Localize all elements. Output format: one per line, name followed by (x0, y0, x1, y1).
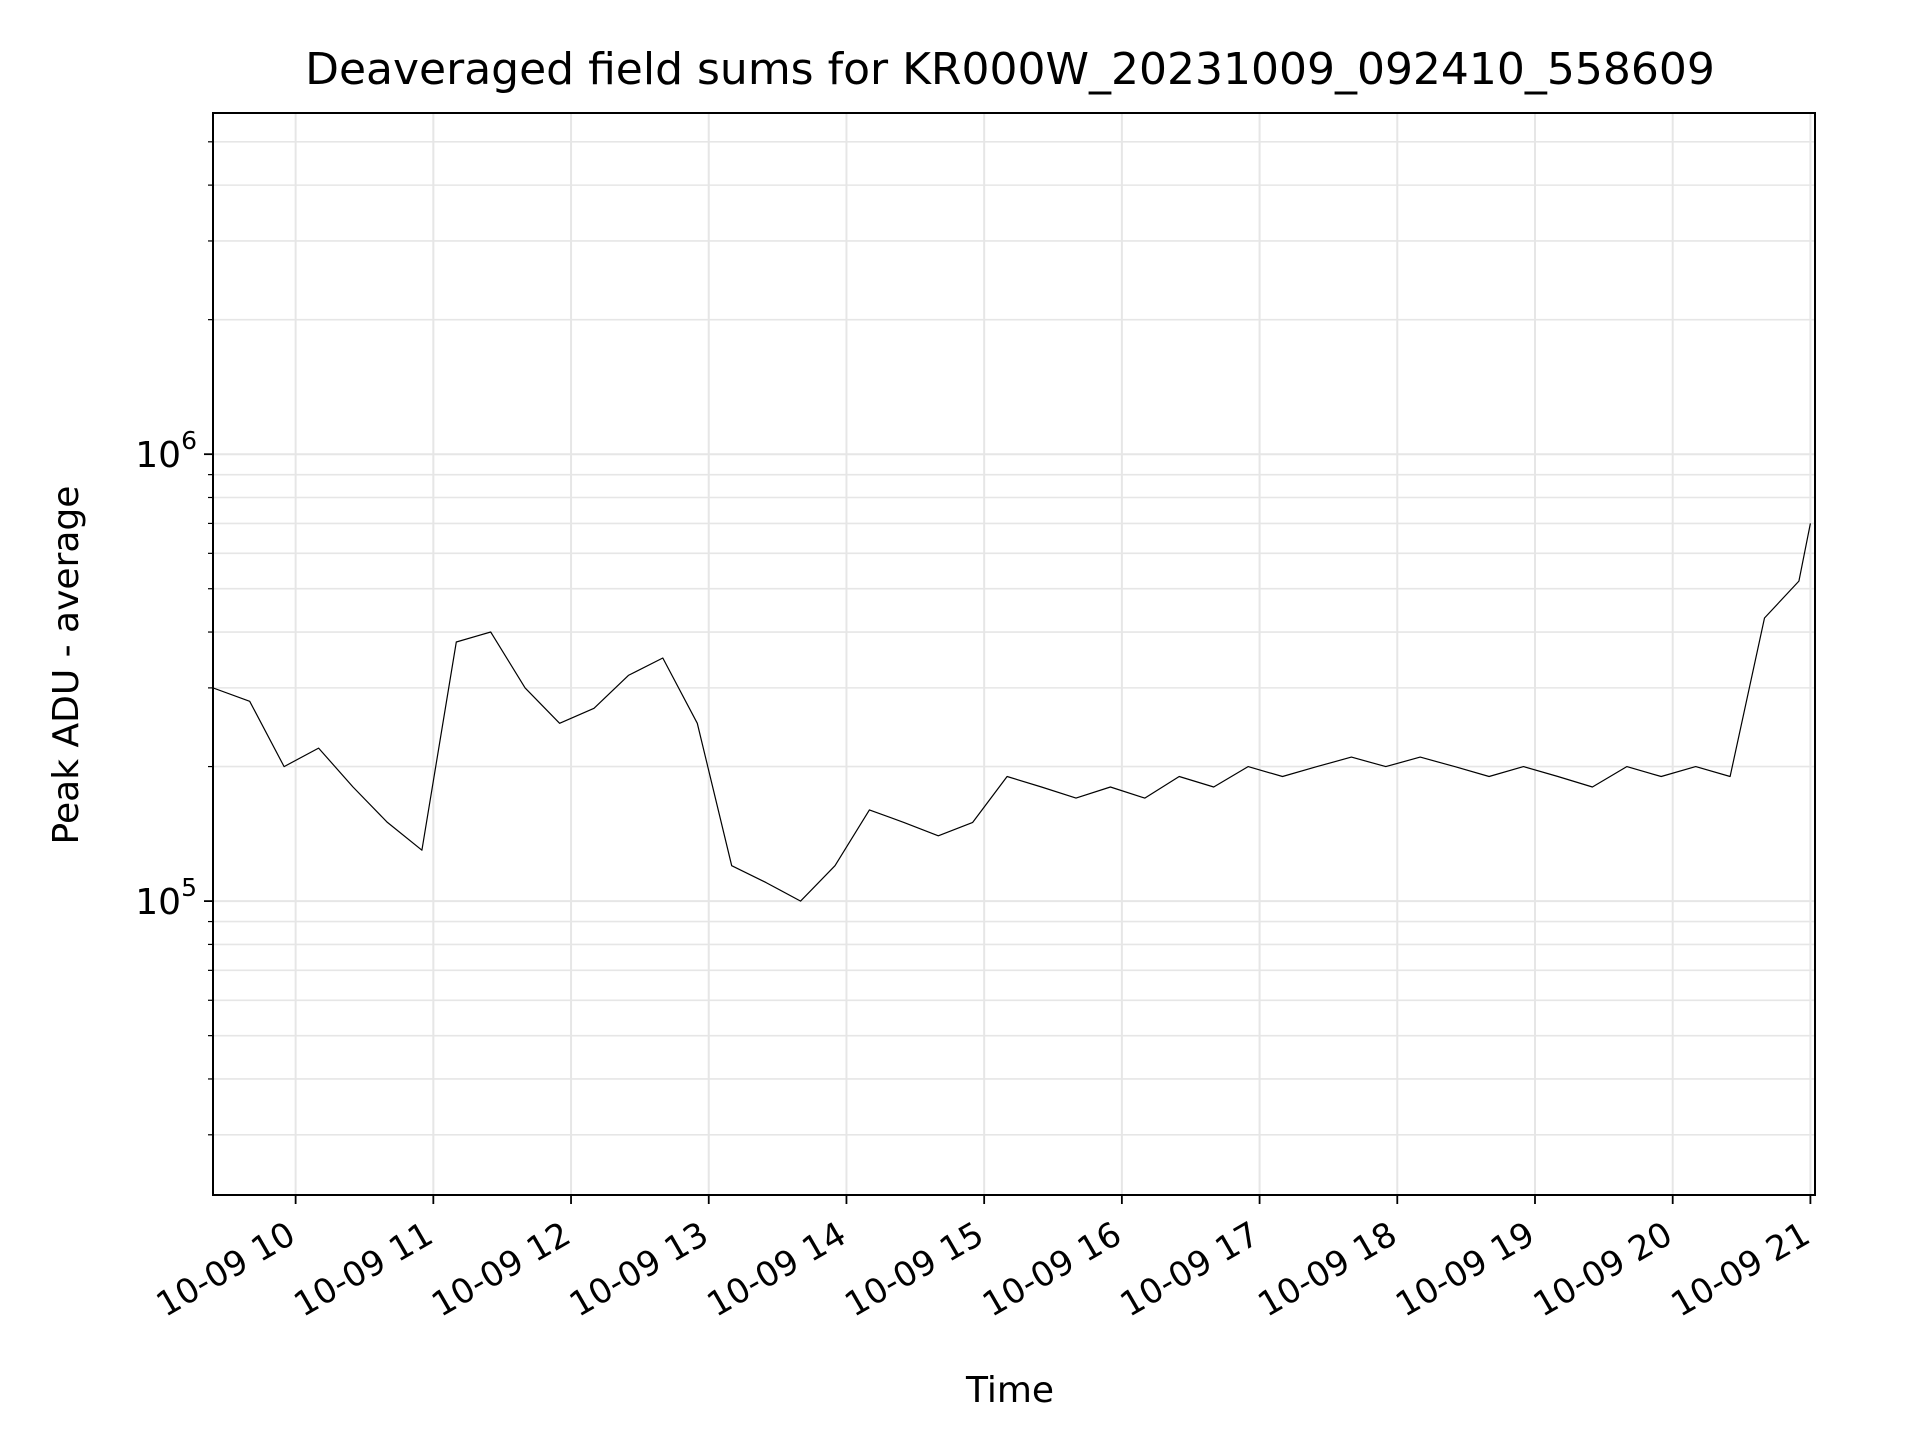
chart-title: Deaveraged field sums for KR000W_2023100… (305, 44, 1715, 95)
y-tick-label-exponent: 5 (181, 873, 197, 902)
y-tick-label: 105 (135, 873, 197, 923)
y-tick-label-base: 10 (135, 435, 181, 476)
y-tick-label-base: 10 (135, 882, 181, 923)
y-tick-label: 106 (135, 426, 197, 476)
y-axis-label: Peak ADU - average (46, 486, 87, 845)
series-line (213, 523, 1811, 902)
plot-frame (212, 112, 1816, 1196)
grid (213, 113, 1815, 1195)
y-tick-label-exponent: 6 (181, 426, 197, 455)
x-axis-label: Time (965, 1370, 1054, 1411)
plot-area (213, 523, 1811, 902)
